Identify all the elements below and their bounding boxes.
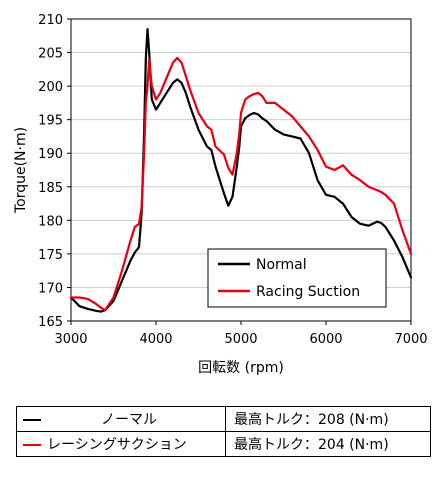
- torque-chart: 165 170 175 180 185 190 195 200 205 210 3000 4000 5…: [13, 13, 428, 376]
- y-tick-label: 190: [38, 147, 63, 162]
- x-tick-label: 3000: [54, 332, 87, 347]
- y-tick-label: 200: [38, 80, 63, 95]
- line-swatch: [23, 444, 41, 446]
- series-lines: [69, 28, 413, 313]
- row-max-torque: 最高トルク：208 (N·m): [225, 406, 431, 432]
- y-tick-label: 165: [38, 315, 63, 330]
- row-name: ノーマル: [101, 412, 157, 428]
- y-tick-label: 180: [38, 214, 63, 229]
- tick-marks: [67, 18, 412, 325]
- legend-box: [207, 248, 387, 308]
- legend-label-normal: Normal: [256, 257, 307, 273]
- y-tick-label: 175: [38, 248, 63, 263]
- table-row-normal: ノーマル 最高トルク：208 (N·m): [16, 406, 431, 432]
- line-swatch: [23, 419, 41, 421]
- row-name-cell: ノーマル: [16, 406, 226, 432]
- y-tick-label: 170: [38, 281, 63, 296]
- y-tick-label: 205: [38, 47, 63, 62]
- x-tick-labels: 3000 4000 5000 6000 7000: [54, 332, 427, 347]
- x-tick-label: 7000: [394, 332, 427, 347]
- max-torque-table: ノーマル 最高トルク：208 (N·m) レーシングサクション 最高トルク：20…: [16, 406, 431, 457]
- x-axis-title: 回転数 (rpm): [198, 360, 284, 376]
- y-axis-title: Torque(N·m): [13, 127, 29, 214]
- y-tick-label: 195: [38, 114, 63, 129]
- x-tick-label: 6000: [309, 332, 342, 347]
- x-tick-label: 4000: [139, 332, 172, 347]
- y-tick-label: 185: [38, 181, 63, 196]
- series-line-racing-suction: [69, 56, 413, 312]
- series-line-normal: [69, 28, 413, 313]
- row-name-cell: レーシングサクション: [16, 431, 226, 457]
- row-name: レーシングサクション: [47, 437, 187, 453]
- legend: Normal Racing Suction: [207, 248, 387, 308]
- table-row-racing-suction: レーシングサクション 最高トルク：204 (N·m): [16, 431, 431, 457]
- x-tick-label: 5000: [224, 332, 257, 347]
- y-tick-label: 210: [38, 13, 63, 28]
- y-tick-labels: 165 170 175 180 185 190 195 200 205 210: [38, 13, 63, 330]
- row-max-torque: 最高トルク：204 (N·m): [225, 431, 431, 457]
- legend-label-racing-suction: Racing Suction: [256, 284, 360, 300]
